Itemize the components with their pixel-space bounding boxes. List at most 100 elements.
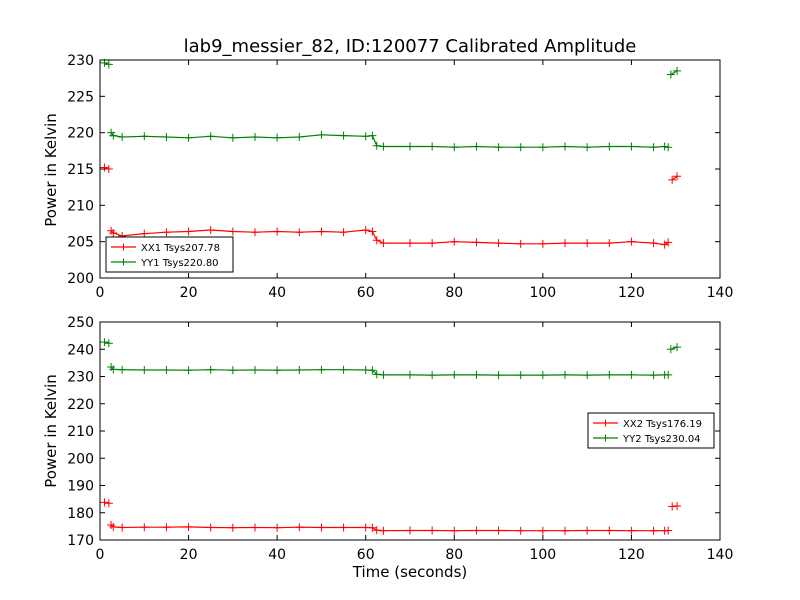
top-legend-label-1: XX1 Tsys207.78 [141, 243, 220, 254]
bottom-y-tick-label: 250 [67, 315, 94, 331]
bottom-series-2-point [295, 365, 304, 374]
top-plot: 0 20 40 60 80 100 120 140 200 205 210 215 220 225 230 X… [67, 53, 733, 301]
top-series-2-point [660, 142, 669, 151]
top-series-2-point [516, 143, 525, 152]
bottom-x-tick-label: 0 [96, 547, 105, 563]
bottom-x-tick-label: 80 [445, 547, 463, 563]
bottom-x-tick-label: 20 [180, 547, 198, 563]
bottom-series-1-point [317, 523, 326, 532]
bottom-series-2-point [184, 366, 193, 375]
bottom-series-2-point [516, 371, 525, 380]
top-y-tick-label: 215 [67, 162, 94, 178]
bottom-series-2-point [666, 345, 675, 354]
top-y-tick-label: 210 [67, 198, 94, 214]
bottom-series-1-point [162, 523, 171, 532]
bottom-series-2-point [605, 370, 614, 379]
bottom-series-1-point [372, 526, 381, 535]
top-series-1-point [583, 239, 592, 248]
top-series-1-point [206, 226, 215, 235]
bottom-series-2-point [206, 365, 215, 374]
top-x-tick-label: 60 [357, 285, 375, 301]
chart-title: lab9_messier_82, ID:120077 Calibrated Am… [184, 36, 637, 57]
bottom-y-tick-label: 210 [67, 424, 94, 440]
bottom-series-1-point [251, 523, 259, 532]
top-legend-marker-1 [120, 243, 127, 251]
bottom-series-2-point [339, 365, 348, 374]
top-series-1-point [428, 239, 437, 248]
top-series-1-point [273, 227, 282, 236]
top-series-1-point [372, 236, 381, 245]
bottom-series-2-point [162, 365, 171, 374]
bottom-y-tick-label: 190 [67, 479, 94, 495]
bottom-series-1-point [104, 499, 113, 508]
bottom-x-tick-label: 120 [618, 547, 645, 563]
top-series-1-point [627, 237, 636, 246]
bottom-y-tick-label: 170 [67, 533, 94, 549]
top-series-2-point [109, 131, 118, 140]
bottom-series-2-point [228, 366, 237, 375]
top-series-2-point [339, 131, 348, 140]
bottom-series-1-point [100, 498, 109, 507]
bottom-x-tick-label: 60 [357, 547, 375, 563]
top-series-1-point [516, 239, 525, 248]
top-series-1-point [104, 165, 113, 173]
bottom-legend-marker-2 [602, 434, 609, 442]
bottom-series-2-point [273, 366, 282, 375]
bottom-series-2-point [472, 370, 481, 379]
top-series-2-point [162, 133, 171, 142]
top-series-2 [100, 58, 682, 152]
top-series-1-point [664, 238, 673, 247]
bottom-x-tick-label: 140 [707, 547, 734, 563]
top-series-1-point [668, 175, 677, 184]
top-series-2-point [472, 142, 481, 151]
bottom-series-1-point [649, 526, 658, 535]
top-series-1-point [295, 228, 304, 237]
bottom-series-2-point [372, 370, 381, 379]
bottom-series-1-point [118, 523, 127, 532]
bottom-series-2-point [450, 370, 459, 379]
bottom-series-2-point [109, 365, 118, 374]
bottom-series-2-point [104, 339, 113, 348]
bottom-legend-box [587, 412, 715, 449]
bottom-y-axis-label: Power in Kelvin [42, 374, 60, 488]
bottom-series-2-point [406, 370, 414, 379]
bottom-series-2-point [494, 371, 503, 380]
top-series-2-point [627, 142, 636, 151]
bottom-series-1-point [184, 522, 193, 531]
top-series-2-point [251, 133, 259, 142]
top-series-1-point [109, 228, 118, 237]
top-series-2-point [206, 132, 215, 141]
top-series-1-line-3 [671, 175, 678, 181]
top-x-tick-label: 120 [618, 285, 645, 301]
top-series-1-point [184, 227, 193, 236]
top-legend-marker-2 [120, 258, 127, 266]
top-series-1-point [251, 228, 259, 237]
top-series-1-point [494, 239, 503, 248]
bottom-series-1-point [406, 526, 414, 535]
bottom-series-1-point [561, 526, 569, 535]
top-x-tick-label: 100 [529, 285, 556, 301]
top-y-axis-label: Power in Kelvin [42, 113, 60, 227]
bottom-series-1-point [516, 526, 525, 535]
top-legend-box [105, 236, 234, 273]
bottom-y-tick-label: 180 [67, 506, 94, 522]
top-series-2-point [406, 142, 414, 151]
top-series-2-point [494, 143, 503, 152]
top-series-2-point [295, 133, 304, 142]
bottom-legend: XX2 Tsys176.19 YY2 Tsys230.04 [587, 412, 715, 449]
bottom-series-2-point [317, 365, 326, 374]
bottom-series-1-point [206, 523, 215, 532]
bottom-series-1-point [450, 526, 459, 535]
top-series-1-point [472, 238, 481, 247]
top-series-2-point [228, 133, 237, 142]
bottom-y-tick-label: 220 [67, 397, 94, 413]
bottom-series-1-point [668, 502, 677, 511]
top-series-2-point [368, 131, 377, 140]
top-series-1-point [605, 239, 614, 248]
top-x-tick-label: 0 [96, 285, 105, 301]
bottom-series-1-point [472, 526, 481, 535]
top-series-1-point [561, 239, 569, 248]
top-series-1-point [162, 228, 171, 237]
top-series-1-point [649, 239, 658, 248]
